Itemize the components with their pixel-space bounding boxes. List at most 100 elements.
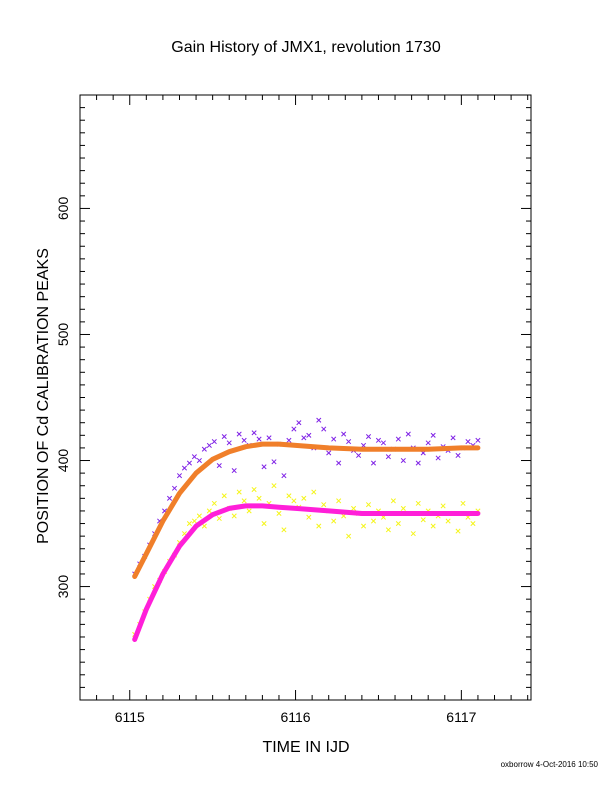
data-point <box>415 500 421 506</box>
data-point <box>395 436 401 442</box>
y-axis-label: POSITION OF Cd CALIBRATION PEAKS <box>35 248 52 544</box>
data-point <box>286 493 292 499</box>
data-point <box>450 435 456 441</box>
data-point <box>211 500 217 506</box>
data-point <box>395 520 401 527</box>
data-point <box>196 457 202 464</box>
data-point <box>385 454 391 460</box>
data-point <box>455 452 461 459</box>
data-point <box>256 495 262 501</box>
data-point <box>241 498 247 504</box>
data-point <box>191 518 197 524</box>
data-point <box>400 457 406 464</box>
data-point <box>365 434 372 440</box>
data-point <box>251 430 257 436</box>
data-point <box>351 505 357 511</box>
data-point <box>470 520 476 527</box>
x-tick-label: 6117 <box>446 709 476 725</box>
data-point <box>216 515 222 522</box>
data-point <box>246 508 252 514</box>
data-point <box>261 464 267 470</box>
data-point <box>236 431 242 437</box>
data-point <box>186 460 192 466</box>
data-point <box>296 420 302 426</box>
data-point <box>346 533 352 539</box>
data-point <box>226 440 232 446</box>
x-tick-label: 6115 <box>115 709 145 725</box>
data-point <box>331 436 337 442</box>
data-point <box>375 437 382 443</box>
axis-ticks <box>79 94 531 701</box>
data-point <box>336 460 342 466</box>
data-point <box>445 518 451 524</box>
data-point <box>231 468 237 474</box>
data-point <box>440 503 446 509</box>
data-point <box>346 439 352 445</box>
series-3 <box>132 503 481 642</box>
data-point <box>281 527 287 533</box>
data-point <box>410 531 416 537</box>
data-point <box>405 431 411 437</box>
x-tick-label: 6116 <box>280 709 310 725</box>
data-point <box>266 435 272 441</box>
data-point <box>430 432 436 438</box>
data-point <box>455 528 461 534</box>
data-point <box>385 527 391 533</box>
data-point <box>336 498 342 504</box>
data-point <box>465 439 471 445</box>
data-point <box>251 486 257 493</box>
chart-title: Gain History of JMX1, revolution 1730 <box>171 39 441 56</box>
data-point <box>370 518 377 524</box>
data-point <box>261 520 267 527</box>
data-point <box>316 417 322 423</box>
series-1 <box>132 483 481 638</box>
data-point <box>425 440 431 446</box>
data-point <box>241 437 247 443</box>
data-point <box>430 523 436 529</box>
data-point <box>331 518 337 524</box>
data-point <box>370 460 377 466</box>
data-point <box>415 460 421 466</box>
data-point <box>166 495 173 501</box>
data-point <box>475 437 481 443</box>
data-point <box>356 452 362 459</box>
data-point <box>400 505 406 511</box>
data-point <box>276 510 282 517</box>
data-point <box>460 500 466 506</box>
data-point <box>301 495 307 501</box>
data-point <box>186 520 192 527</box>
data-point <box>435 455 441 461</box>
y-tick-label: 600 <box>55 197 71 221</box>
data-point <box>191 454 197 460</box>
y-tick-label: 400 <box>55 449 71 473</box>
data-point <box>291 426 297 432</box>
series-0 <box>132 417 481 577</box>
data-point <box>221 493 227 499</box>
data-point <box>286 437 292 443</box>
data-point <box>321 426 327 432</box>
data-point <box>341 431 347 437</box>
data-point <box>231 513 237 519</box>
data-point <box>221 434 227 440</box>
series-layer <box>132 417 481 642</box>
data-point <box>181 465 188 471</box>
data-point <box>256 436 262 442</box>
data-point <box>365 502 372 508</box>
data-point <box>306 432 312 438</box>
axis-tick-labels: 6115 6116 6117 300 400 500 600 <box>55 197 477 725</box>
data-point <box>420 517 426 523</box>
data-point <box>196 513 202 519</box>
data-point <box>236 489 242 495</box>
data-point <box>201 523 207 529</box>
data-point <box>390 498 396 504</box>
fit-line <box>132 441 481 579</box>
data-point <box>311 489 317 495</box>
data-point <box>316 523 322 529</box>
data-point <box>291 498 297 504</box>
footer-credit: oxborrow 4-Oct-2016 10:50 <box>501 760 599 769</box>
data-point <box>171 485 178 491</box>
data-point <box>176 473 183 479</box>
data-point <box>271 459 277 465</box>
data-point <box>271 483 277 489</box>
